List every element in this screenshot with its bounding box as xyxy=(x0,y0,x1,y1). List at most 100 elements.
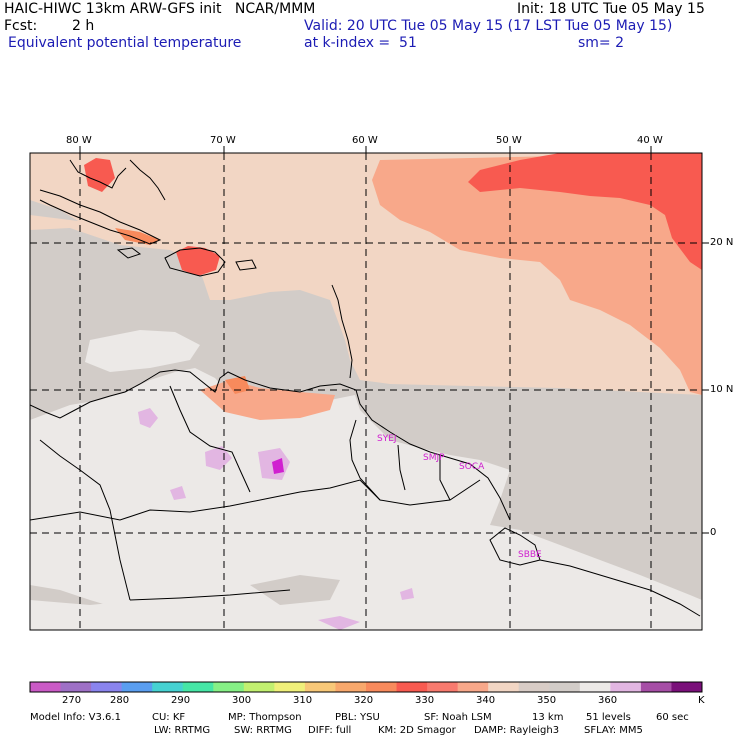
lat-label-20n: 20 N xyxy=(710,237,734,248)
cb-label-350: 350 xyxy=(537,695,557,706)
field-name: Equivalent potential temperature xyxy=(8,35,242,51)
border-peru xyxy=(129,589,291,601)
cb-label-360: 360 xyxy=(598,695,618,706)
field-orange-strip xyxy=(115,228,160,245)
coast-antilles xyxy=(331,284,353,379)
station-syej: SYEJ xyxy=(377,434,397,444)
border-colombia-ven xyxy=(169,385,251,493)
colorbar-swatch xyxy=(549,682,581,692)
lon-label-50w: 50 W xyxy=(496,135,522,146)
border-south xyxy=(30,479,481,521)
colorbar-swatch xyxy=(488,682,520,692)
smoothing-label: sm= 2 xyxy=(578,35,625,51)
footer-model-info: Model Info: V3.6.1 xyxy=(30,712,121,723)
coast-jamaica xyxy=(116,247,142,259)
field-light-midcaribbean xyxy=(85,330,200,372)
coast-hispaniola xyxy=(164,247,226,277)
colorbar-swatch xyxy=(579,682,611,692)
field-red-cuba xyxy=(84,158,115,192)
colorbar-swatch xyxy=(30,682,62,692)
field-lavender-5 xyxy=(318,616,360,630)
cb-label-330: 330 xyxy=(415,695,435,706)
field-salmon-ne xyxy=(372,153,702,395)
footer-km: KM: 2D Smagor xyxy=(378,725,456,736)
cb-label-280: 280 xyxy=(110,695,130,706)
cb-label-270: 270 xyxy=(62,695,82,706)
colorbar-swatch xyxy=(610,682,642,692)
lat-label-10n: 10 N xyxy=(710,384,734,395)
border-west-colombia xyxy=(39,439,131,601)
level-label: at k-index = 51 xyxy=(304,35,417,51)
cb-label-290: 290 xyxy=(171,695,191,706)
colorbar xyxy=(29,681,703,693)
footer-cu: CU: KF xyxy=(152,712,186,723)
border-ven-guyana xyxy=(349,419,381,501)
footer-mp: MP: Thompson xyxy=(228,712,302,723)
model-title: HAIC-HIWC 13km ARW-GFS init NCAR/MMM xyxy=(4,1,316,17)
graticule xyxy=(30,153,702,630)
cb-label-310: 310 xyxy=(293,695,313,706)
colorbar-swatch xyxy=(274,682,306,692)
lon-label-70w: 70 W xyxy=(210,135,236,146)
colorbar-swatch xyxy=(60,682,92,692)
coast-puerto-rico xyxy=(235,259,257,271)
colorbar-swatch xyxy=(152,682,184,692)
field-orange-venezuela xyxy=(225,376,250,394)
footer-sf: SF: Noah LSM xyxy=(424,712,492,723)
colorbar-swatch xyxy=(335,682,367,692)
field-purple-core xyxy=(272,458,284,474)
footer-levels: 51 levels xyxy=(586,712,631,723)
field-red-hispaniola xyxy=(176,246,220,276)
colorbar-swatch xyxy=(671,682,703,692)
colorbar-swatch xyxy=(121,682,153,692)
coast-florida xyxy=(69,159,127,189)
cb-label-320: 320 xyxy=(354,695,374,706)
colorbar-swatch xyxy=(427,682,459,692)
lon-label-60w: 60 W xyxy=(352,135,378,146)
forecast-value: 2 h xyxy=(72,18,95,34)
footer-damp: DAMP: Rayleigh3 xyxy=(474,725,560,736)
theta-e-field xyxy=(30,153,702,630)
station-soca: SOCA xyxy=(459,462,485,472)
lon-label-40w: 40 W xyxy=(637,135,663,146)
colorbar-swatch xyxy=(640,682,672,692)
forecast-label: Fcst: xyxy=(4,18,38,34)
border-guyana-suriname xyxy=(397,444,406,491)
coastlines xyxy=(30,159,701,617)
field-red-ne xyxy=(468,153,702,270)
colorbar-frame xyxy=(29,681,703,693)
coast-bahamas xyxy=(129,159,166,201)
colorbar-swatch xyxy=(213,682,245,692)
footer-sflay: SFLAY: MM5 xyxy=(584,725,643,736)
cb-label-300: 300 xyxy=(232,695,252,706)
lat-label-0: 0 xyxy=(710,527,717,538)
colorbar-swatch xyxy=(91,682,123,692)
footer-lw: LW: RRTMG xyxy=(154,725,211,736)
field-lavender-6 xyxy=(400,588,414,600)
coast-amazon-delta xyxy=(489,527,541,566)
footer-res: 13 km xyxy=(532,712,564,723)
init-time: Init: 18 UTC Tue 05 May 15 xyxy=(517,1,705,17)
colorbar-swatch xyxy=(518,682,550,692)
colorbar-swatch xyxy=(182,682,214,692)
field-lavender-2 xyxy=(205,446,232,470)
station-smjp: SMJP xyxy=(423,453,445,463)
cb-label-340: 340 xyxy=(476,695,496,706)
lon-label-80w: 80 W xyxy=(66,135,92,146)
colorbar-swatch xyxy=(366,682,398,692)
coast-brazil xyxy=(539,559,701,617)
valid-time: Valid: 20 UTC Tue 05 May 15 (17 LST Tue … xyxy=(304,18,673,34)
footer-diff: DIFF: full xyxy=(308,725,352,736)
station-labels: SYEJ SMJP SOCA SBBE xyxy=(377,434,542,560)
colorbar-swatch xyxy=(243,682,275,692)
map-frame xyxy=(29,152,703,631)
field-lavender-1 xyxy=(138,408,158,428)
station-sbbe: SBBE xyxy=(518,550,542,560)
border-suriname-fg xyxy=(439,455,451,501)
footer-sw: SW: RRTMG xyxy=(234,725,292,736)
colorbar-swatch xyxy=(304,682,336,692)
field-gray-ridge xyxy=(250,575,340,605)
colorbar-swatch xyxy=(457,682,489,692)
footer-pbl: PBL: YSU xyxy=(335,712,380,723)
